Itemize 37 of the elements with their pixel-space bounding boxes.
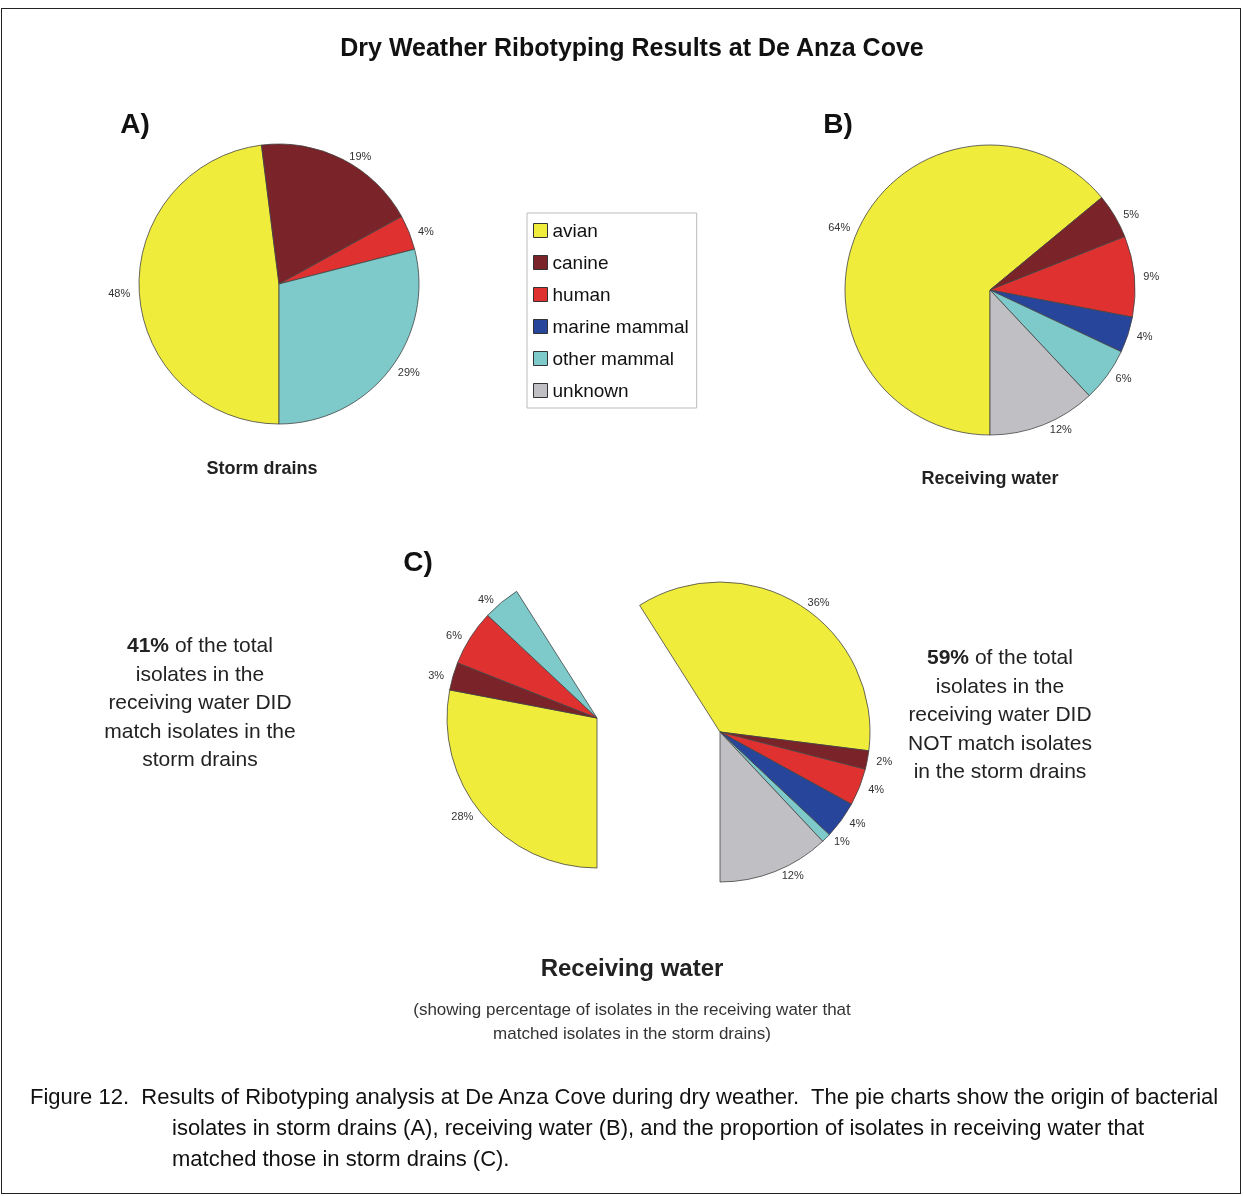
data-label: 28% [451, 810, 474, 823]
chart-title: A) [120, 108, 150, 140]
data-label: 3% [428, 669, 445, 682]
legend-label: canine [552, 252, 609, 273]
chart-title: C) [403, 546, 433, 578]
text: Receiving water [921, 467, 1059, 489]
data-label: 19% [349, 149, 372, 162]
data-label: 9% [1143, 269, 1160, 282]
data-label: 64% [828, 220, 851, 233]
data-label: 2% [876, 754, 893, 767]
legend-label: other mammal [552, 348, 674, 369]
data-label: 4% [849, 816, 866, 829]
text: Receiving water [540, 954, 724, 982]
data-label: 4% [477, 593, 495, 606]
text: 59% of the total isolates in the receiving water DID NOT match isolates in the storm drains [907, 643, 1093, 784]
text: Dry Weather Ribotyping Results at De Anza Cove [340, 32, 924, 62]
text: 41% of the total isolates in the receiving water DID match isolates in the storm drains [103, 631, 297, 772]
data-label: 6% [446, 629, 463, 642]
caption: Figure 12. Results of Ribotyping analysis at De Anza Cove during dry weather. The pie charts show the origin of bacterial isolates in storm drains (A), receiving water (B), and the proportion of isolates in receiving water that matched those in storm drains (C). [30, 1083, 1220, 1173]
data-label: 29% [397, 366, 421, 379]
data-label: 6% [1115, 371, 1132, 384]
data-label: 5% [1123, 208, 1140, 221]
legend-label: unknown [552, 380, 629, 401]
data-label: 1% [833, 834, 851, 847]
data-label: 12% [781, 869, 804, 882]
data-label: 12% [1049, 422, 1073, 435]
data-label: 48% [108, 287, 131, 300]
data-label: 4% [1136, 330, 1153, 343]
text: Storm drains [206, 457, 318, 479]
data-label: 4% [417, 224, 435, 237]
data-label: 36% [807, 595, 830, 608]
legend-label: human [552, 284, 611, 305]
legend-label: avian [552, 220, 598, 241]
legend-label: marine mammal [552, 316, 689, 337]
chart-title: B) [823, 108, 853, 140]
data-label: 4% [868, 782, 885, 795]
text: (showing percentage of isolates in the receiving water that matched isolates in the storm drains) [412, 999, 852, 1045]
